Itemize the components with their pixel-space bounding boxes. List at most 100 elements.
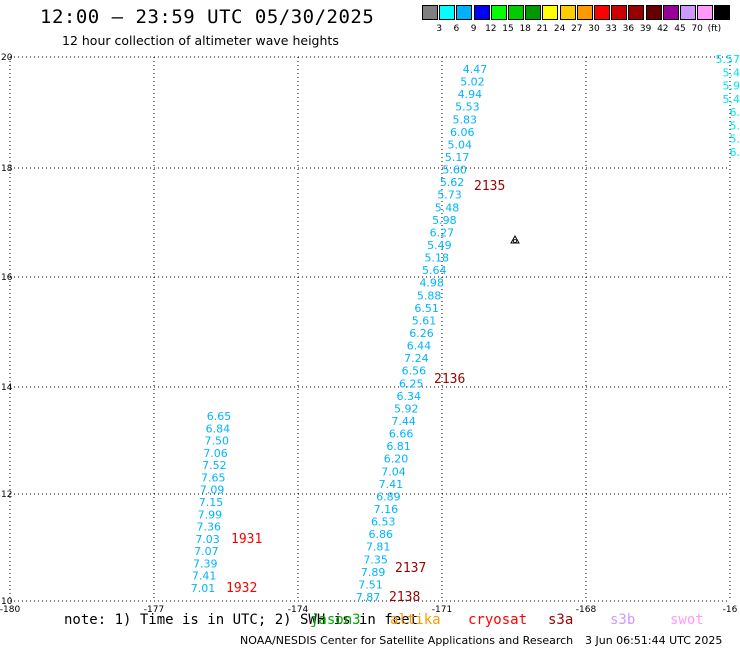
colorbar-swatch bbox=[473, 5, 490, 20]
colorbar-swatch bbox=[714, 5, 731, 20]
swh-value: 5. bbox=[730, 133, 740, 146]
colorbar-label: 12 bbox=[485, 24, 497, 34]
colorbar-swatch bbox=[628, 5, 645, 20]
swh-value: 4.47 bbox=[463, 63, 488, 76]
mission-label: s3b bbox=[610, 612, 636, 628]
colorbar-label: 15 bbox=[502, 24, 514, 34]
lon-tick-label: -177 bbox=[144, 605, 164, 612]
swh-value: 7.24 bbox=[404, 352, 429, 365]
swh-value: 6. bbox=[730, 146, 740, 159]
swh-value: 5.60 bbox=[442, 164, 467, 177]
swh-value: 6.84 bbox=[206, 422, 231, 435]
page-subtitle: 12 hour collection of altimeter wave hei… bbox=[62, 33, 339, 48]
swh-value: 7.06 bbox=[203, 447, 228, 460]
swh-value: 5.73 bbox=[437, 189, 462, 202]
lon-tick-label: -168 bbox=[576, 605, 597, 612]
swh-value: 6.89 bbox=[376, 490, 401, 503]
mission-label: jason3 bbox=[310, 612, 361, 628]
colorbar-label: 45 bbox=[674, 24, 686, 34]
colorbar-swatch bbox=[422, 5, 438, 20]
colorbar-swatch bbox=[508, 5, 524, 20]
swh-value: 7.81 bbox=[366, 541, 391, 554]
time-label: 2138 bbox=[389, 590, 420, 605]
colorbar-label: 3 bbox=[436, 24, 443, 34]
colorbar-swatch bbox=[490, 5, 507, 20]
page-title: 12:00 – 23:59 UTC 05/30/2025 bbox=[40, 6, 375, 28]
colorbar-label: (ft) bbox=[707, 24, 722, 34]
swh-value: 5.02 bbox=[460, 76, 485, 89]
swh-value: 5.64 bbox=[422, 264, 447, 277]
colorbar-label: 39 bbox=[639, 24, 652, 34]
swh-value: 7.52 bbox=[202, 459, 227, 472]
swh-value: 7.16 bbox=[374, 503, 399, 516]
swh-value: 7.36 bbox=[196, 521, 221, 534]
swh-value: 6.51 bbox=[414, 302, 439, 315]
swh-value: 6.65 bbox=[207, 410, 232, 423]
swh-value: 5.4 bbox=[723, 93, 740, 106]
swh-value: 7.99 bbox=[198, 508, 223, 521]
time-label: 2137 bbox=[395, 561, 426, 576]
swh-value: 7.04 bbox=[381, 465, 406, 478]
time-label: 2135 bbox=[474, 179, 505, 194]
swh-value: 6.44 bbox=[407, 340, 432, 353]
colorbar-swatch bbox=[456, 5, 473, 20]
colorbar-swatch bbox=[525, 5, 542, 20]
time-label: 1931 bbox=[231, 532, 262, 547]
lat-tick-label: 14 bbox=[1, 383, 13, 393]
colorbar-label: 36 bbox=[622, 24, 635, 34]
swh-value: 7.03 bbox=[195, 533, 220, 546]
generated-time: 3 Jun 06:51:44 UTC 2025 bbox=[585, 634, 723, 647]
swh-value: 7.65 bbox=[201, 471, 226, 484]
time-label: 1932 bbox=[226, 581, 257, 596]
swh-value: 7.15 bbox=[199, 496, 224, 509]
swh-value: 6. bbox=[730, 106, 740, 119]
time-labels: 1931 1932 2135 2136 2137 2138 bbox=[226, 179, 505, 605]
swh-value: 6.25 bbox=[399, 377, 424, 390]
swh-value: 6.66 bbox=[389, 428, 414, 441]
swh-value: 7.01 bbox=[191, 582, 216, 595]
colorbar-swatch bbox=[594, 5, 610, 20]
lat-tick-label: 18 bbox=[1, 164, 13, 174]
lat-tick-label: 10 bbox=[1, 597, 13, 607]
swh-value: 7.35 bbox=[363, 553, 388, 566]
swh-value: 6.20 bbox=[384, 453, 409, 466]
swh-value: 5.4 bbox=[723, 66, 740, 79]
mission-label: cryosat bbox=[468, 612, 528, 628]
axis-ticks: -180 -177 -174 -171 -168 -16 20 18 16 14 12 10 bbox=[0, 53, 738, 612]
colorbar-label: 27 bbox=[571, 24, 583, 34]
colorbar-label: 9 bbox=[470, 24, 477, 34]
colorbar-label: 21 bbox=[536, 24, 549, 34]
colorbar-swatch bbox=[559, 5, 576, 20]
swh-value: 5.92 bbox=[394, 402, 419, 415]
swh-value: 4.94 bbox=[458, 88, 483, 101]
colorbar-label: 24 bbox=[553, 24, 566, 34]
credit-text: NOAA/NESDIS Center for Satellite Applica… bbox=[240, 634, 574, 647]
swh-value: 7.44 bbox=[391, 415, 416, 428]
swh-value: 7.41 bbox=[379, 478, 404, 491]
colorbar-label: 6 bbox=[453, 24, 460, 34]
mission-label: altika bbox=[390, 612, 441, 628]
mission-label: swot bbox=[670, 612, 704, 628]
colorbar-label: 18 bbox=[519, 24, 531, 34]
swh-value: 5.17 bbox=[445, 151, 470, 164]
lon-tick-label: -16 bbox=[723, 605, 738, 612]
swh-value: 5.98 bbox=[432, 214, 457, 227]
swh-value: 6.27 bbox=[430, 226, 455, 239]
colorbar-swatch bbox=[611, 5, 628, 20]
colorbar-swatch bbox=[542, 5, 559, 20]
lon-tick-label: -180 bbox=[0, 605, 20, 612]
lon-tick-label: -171 bbox=[432, 605, 452, 612]
swh-value: 7.39 bbox=[193, 557, 218, 570]
lat-tick-label: 12 bbox=[1, 490, 12, 500]
lat-tick-label: 20 bbox=[1, 53, 13, 63]
colorbar-label: 33 bbox=[605, 24, 617, 34]
buoy-icon bbox=[510, 234, 520, 244]
swh-value: 7.87 bbox=[356, 591, 381, 604]
swh-value: 7.09 bbox=[200, 484, 225, 497]
mission-label: s3a bbox=[548, 612, 574, 628]
colorbar-swatch bbox=[439, 5, 456, 20]
swh-value: 7.07 bbox=[194, 545, 219, 558]
lat-tick-label: 16 bbox=[1, 273, 13, 283]
footer-note: note: 1) Time is in UTC; 2) SWH is in fe… bbox=[64, 612, 419, 628]
swh-value: 5.04 bbox=[447, 138, 472, 151]
